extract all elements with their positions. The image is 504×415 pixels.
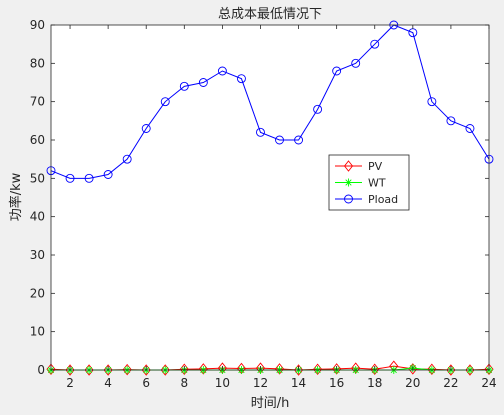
y-tick-label: 10 xyxy=(30,325,45,339)
data-point-pload xyxy=(427,97,437,107)
x-tick-label: 16 xyxy=(329,376,344,390)
data-point-pload xyxy=(313,104,323,114)
data-point-pv xyxy=(293,364,304,376)
plot-area xyxy=(51,25,489,370)
x-tick-label: 4 xyxy=(104,376,112,390)
legend-label: Pload xyxy=(368,193,398,206)
data-point-pload xyxy=(198,78,208,87)
legend-marker xyxy=(344,194,353,204)
data-point-pv xyxy=(84,364,94,376)
x-tick-label: 20 xyxy=(405,376,420,390)
x-tick-label: 18 xyxy=(367,376,382,390)
y-axis-ticks: 0 10 20 30 40 50 60 70 80 90 xyxy=(30,18,489,377)
data-point-pload xyxy=(370,39,380,49)
data-point-pv xyxy=(446,364,456,376)
data-point-pload xyxy=(65,173,75,183)
legend-entry-pload: Pload xyxy=(335,193,398,206)
x-tick-label: 10 xyxy=(215,376,230,390)
data-point-pload xyxy=(103,170,113,179)
y-tick-label: 60 xyxy=(30,133,45,147)
y-axis-label: 功率/kw xyxy=(8,172,24,221)
legend-entry-wt: WT xyxy=(335,177,386,190)
legend-marker xyxy=(344,178,353,187)
legend-marker xyxy=(343,160,354,172)
x-tick-label: 24 xyxy=(481,376,496,390)
data-point-pv xyxy=(465,364,475,376)
y-tick-label: 20 xyxy=(30,286,45,300)
x-axis-label: 时间/h xyxy=(251,396,290,411)
legend-entry-pv: PV xyxy=(335,160,383,173)
plot-frame xyxy=(50,24,490,371)
data-point-pload xyxy=(84,173,94,183)
data-point-pload xyxy=(465,124,475,133)
data-point-pload xyxy=(351,58,361,68)
y-tick-label: 90 xyxy=(30,18,45,32)
data-point-pload xyxy=(275,135,284,145)
data-point-pload xyxy=(446,116,456,126)
data-point-pload xyxy=(122,154,132,164)
x-tick-label: 14 xyxy=(291,376,306,390)
data-point-pload xyxy=(256,127,265,137)
legend-label: PV xyxy=(368,160,383,173)
x-tick-label: 22 xyxy=(443,376,458,390)
legend: PV WT Pload xyxy=(328,154,410,211)
x-axis-ticks: 2 4 6 8 10 12 14 16 18 20 22 24 xyxy=(66,25,497,390)
data-point-pv xyxy=(160,364,170,376)
y-tick-label: 50 xyxy=(30,171,45,185)
y-tick-label: 80 xyxy=(30,56,45,70)
x-tick-label: 12 xyxy=(253,376,268,390)
y-tick-label: 40 xyxy=(30,210,45,224)
data-point-pload xyxy=(236,74,246,84)
chart-title: 总成本最低情况下 xyxy=(218,7,322,22)
data-point-pload xyxy=(217,66,227,76)
data-point-pv xyxy=(103,364,113,376)
data-point-pload xyxy=(332,66,342,76)
x-tick-label: 8 xyxy=(180,376,188,390)
data-point-pload xyxy=(179,81,189,91)
data-point-pv xyxy=(65,364,75,376)
data-point-pload xyxy=(160,97,170,107)
y-tick-label: 30 xyxy=(30,248,45,262)
data-point-pv xyxy=(408,363,418,375)
data-point-pv xyxy=(141,364,151,376)
y-tick-label: 70 xyxy=(30,95,45,109)
y-tick-label: 0 xyxy=(37,363,45,377)
x-tick-label: 6 xyxy=(142,376,150,390)
x-tick-label: 2 xyxy=(66,376,74,390)
legend-label: WT xyxy=(368,177,386,190)
data-point-pload xyxy=(294,135,304,145)
data-point-pload xyxy=(141,124,151,133)
